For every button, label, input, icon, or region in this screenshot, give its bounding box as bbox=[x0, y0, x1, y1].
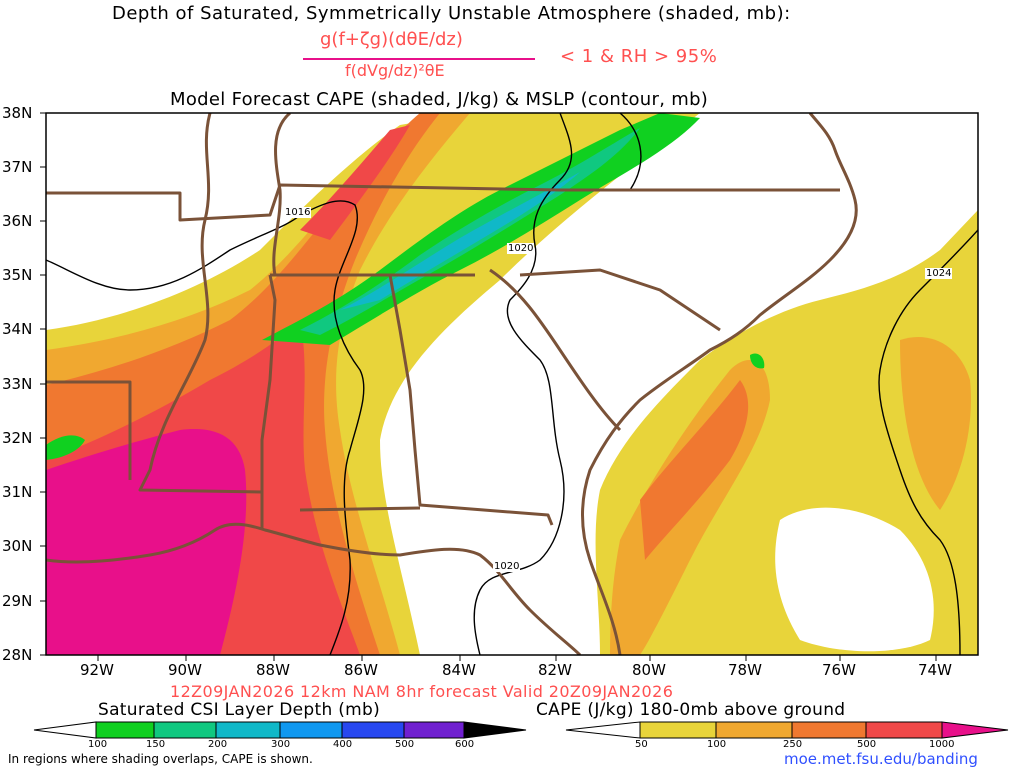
lat-label-37n: 37N bbox=[2, 158, 33, 176]
csi-tick-300: 300 bbox=[271, 739, 291, 750]
csi-tick-400: 400 bbox=[333, 739, 353, 750]
csi-bar-title: Saturated CSI Layer Depth (mb) bbox=[98, 700, 381, 720]
lat-label-28n: 28N bbox=[2, 646, 33, 664]
valid-time-line: 12Z09JAN2026 12km NAM 8hr forecast Valid… bbox=[170, 682, 674, 701]
white-area-georgia bbox=[400, 409, 494, 510]
state-line-ga-sc bbox=[489, 268, 622, 432]
lon-label-80w: 80W bbox=[632, 661, 666, 679]
csi-tick-600: 600 bbox=[455, 739, 475, 750]
csi-bar-150 bbox=[153, 721, 217, 739]
state-line-ms-ar bbox=[138, 113, 263, 494]
lon-label-90w: 90W bbox=[168, 661, 202, 679]
lat-label-31n: 31N bbox=[2, 483, 33, 501]
contour-label-1024: 1024 bbox=[925, 268, 953, 279]
cape-bar-50 bbox=[639, 721, 717, 739]
lat-label-32n: 32N bbox=[2, 429, 33, 447]
formula-denominator: f(dVg/dz)²θE bbox=[345, 61, 445, 80]
csi-band-inner bbox=[300, 128, 640, 335]
cape-tick-50: 50 bbox=[635, 739, 648, 750]
lon-label-82w: 82W bbox=[538, 661, 572, 679]
csi-tick-200: 200 bbox=[208, 739, 228, 750]
state-borders bbox=[46, 113, 858, 655]
lat-label-38n: 38N bbox=[2, 104, 33, 122]
source-url[interactable]: moe.met.fsu.edu/banding bbox=[784, 750, 978, 768]
overlap-note: In regions where shading overlaps, CAPE … bbox=[8, 752, 313, 766]
mslp-contour-1024 bbox=[878, 229, 978, 655]
cape-tick-100: 100 bbox=[707, 739, 727, 750]
cape-bar-title: CAPE (J/kg) 180-0mb above ground bbox=[536, 700, 846, 720]
csi-bar-500 bbox=[403, 721, 465, 739]
csi-bar-start-arrow bbox=[33, 721, 97, 739]
csi-spot-gulf bbox=[46, 435, 85, 460]
csi-tick-150: 150 bbox=[146, 739, 166, 750]
lat-label-29n: 29N bbox=[2, 592, 33, 610]
csi-bar-400 bbox=[341, 721, 405, 739]
csi-tick-500: 500 bbox=[395, 739, 415, 750]
csi-bar-300 bbox=[279, 721, 343, 739]
state-line-ms-al bbox=[260, 274, 277, 530]
csi-bar-200 bbox=[215, 721, 281, 739]
cape-bar-250 bbox=[791, 721, 867, 739]
cape-colorbar bbox=[565, 721, 1009, 739]
lat-label-36n: 36N bbox=[2, 212, 33, 230]
state-line-al-ga bbox=[388, 274, 554, 526]
title-line3: Model Forecast CAPE (shaded, J/kg) & MSL… bbox=[170, 89, 709, 110]
cape-tick-500: 500 bbox=[857, 739, 877, 750]
lon-label-84w: 84W bbox=[442, 661, 476, 679]
csi-colorbar bbox=[33, 721, 527, 739]
lon-label-88w: 88W bbox=[256, 661, 290, 679]
cape-tick-1000: 1000 bbox=[929, 739, 955, 750]
state-line-nc-sc bbox=[519, 268, 721, 332]
cape-bar-end-arrow bbox=[941, 721, 1009, 739]
csi-tick-100: 100 bbox=[88, 739, 108, 750]
lon-label-74w: 74W bbox=[918, 661, 952, 679]
state-line-al-fl bbox=[299, 506, 421, 512]
cape-bar-100 bbox=[715, 721, 793, 739]
lat-label-30n: 30N bbox=[2, 537, 33, 555]
white-area-florida bbox=[429, 539, 570, 655]
white-area-atlantic bbox=[775, 507, 934, 652]
csi-bar-100 bbox=[95, 721, 155, 739]
cape-bar-500 bbox=[865, 721, 943, 739]
lat-label-34n: 34N bbox=[2, 320, 33, 338]
mississippi-river bbox=[272, 113, 292, 276]
mslp-contour-1020-east bbox=[619, 113, 642, 191]
cape-tick-250: 250 bbox=[783, 739, 803, 750]
title-line1: Depth of Saturated, Symmetrically Unstab… bbox=[112, 3, 791, 24]
state-line-ms-la bbox=[46, 380, 132, 480]
cape-bar-start-arrow bbox=[565, 721, 641, 739]
lat-label-33n: 33N bbox=[2, 375, 33, 393]
coastline bbox=[46, 113, 858, 655]
formula-numerator: g(f+ζg)(dθE/dz) bbox=[320, 29, 463, 50]
cape-100-region-offshore bbox=[900, 336, 971, 510]
lon-label-76w: 76W bbox=[822, 661, 856, 679]
lat-label-35n: 35N bbox=[2, 266, 33, 284]
axis-ticks bbox=[40, 112, 937, 661]
contour-label-1020-south: 1020 bbox=[493, 561, 521, 572]
formula-condition: < 1 & RH > 95% bbox=[560, 46, 718, 67]
csi-spot-carolina bbox=[750, 353, 765, 369]
lon-label-86w: 86W bbox=[344, 661, 378, 679]
contour-label-1020: 1020 bbox=[507, 243, 535, 254]
formula-fraction-bar bbox=[303, 58, 535, 60]
csi-bar-end-arrow bbox=[463, 721, 527, 739]
contour-label-1016: 1016 bbox=[284, 207, 312, 218]
cape-50-region-north bbox=[470, 113, 600, 134]
lon-label-92w: 92W bbox=[80, 661, 114, 679]
cape-250-region-east bbox=[640, 380, 749, 560]
cape-1000-region bbox=[46, 429, 247, 655]
cape-500-band-north bbox=[300, 125, 410, 240]
lon-label-78w: 78W bbox=[728, 661, 762, 679]
mslp-contour-1020 bbox=[473, 113, 573, 655]
